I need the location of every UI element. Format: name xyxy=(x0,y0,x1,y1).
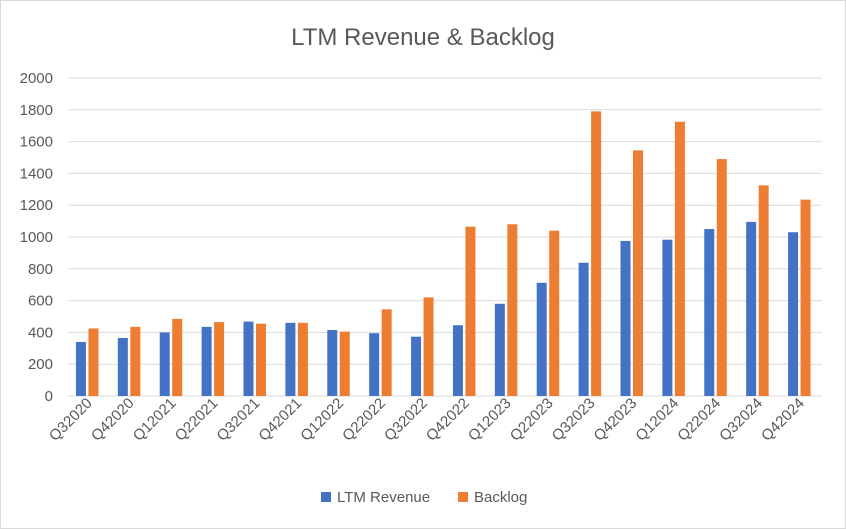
x-tick-label: Q12021 xyxy=(130,395,180,445)
bar-ltm-revenue xyxy=(746,221,757,396)
x-tick-label: Q42023 xyxy=(591,395,641,445)
legend-swatch xyxy=(321,492,331,502)
x-tick-label: Q22021 xyxy=(172,395,222,445)
bar-backlog xyxy=(423,297,434,396)
legend-swatch xyxy=(458,492,468,502)
bar-backlog xyxy=(130,326,141,396)
bar-ltm-revenue xyxy=(327,330,338,396)
bar-backlog xyxy=(297,322,308,396)
bar-backlog xyxy=(214,322,225,396)
bar-backlog xyxy=(339,331,350,396)
x-tick-label: Q32020 xyxy=(46,395,96,445)
grid-lines xyxy=(68,77,822,397)
bar-backlog xyxy=(800,199,811,396)
x-tick-label: Q42024 xyxy=(758,395,808,445)
bar-backlog xyxy=(716,159,727,396)
y-tick-label: 400 xyxy=(28,324,53,341)
bar-backlog xyxy=(256,323,266,396)
bar-backlog xyxy=(88,328,99,396)
bar-ltm-revenue xyxy=(411,336,422,396)
bar-backlog xyxy=(381,309,392,396)
bar-ltm-revenue xyxy=(494,303,505,396)
bar-ltm-revenue xyxy=(285,322,296,396)
bar-backlog xyxy=(674,121,685,396)
x-tick-label: Q32023 xyxy=(549,395,599,445)
bar-ltm-revenue xyxy=(243,321,254,396)
bar-ltm-revenue xyxy=(704,229,715,396)
bar-backlog xyxy=(758,185,769,396)
y-tick-label: 200 xyxy=(28,356,53,373)
bar-ltm-revenue xyxy=(620,240,631,396)
bar-backlog xyxy=(507,224,518,396)
bar-ltm-revenue xyxy=(452,325,463,396)
y-tick-label: 800 xyxy=(28,261,53,278)
bars xyxy=(75,111,811,396)
x-tick-label: Q32022 xyxy=(381,395,431,445)
x-tick-label: Q12024 xyxy=(632,395,682,445)
bar-ltm-revenue xyxy=(536,282,547,396)
bar-ltm-revenue xyxy=(75,341,86,396)
chart-title: LTM Revenue & Backlog xyxy=(291,24,555,51)
x-tick-label: Q12023 xyxy=(465,395,515,445)
x-tick-label: Q32021 xyxy=(214,395,264,445)
y-tick-label: 1600 xyxy=(20,134,53,151)
y-tick-label: 0 xyxy=(45,388,53,405)
bar-backlog xyxy=(465,226,476,396)
y-tick-label: 1800 xyxy=(20,102,53,119)
bar-backlog xyxy=(172,318,183,396)
bar-backlog xyxy=(591,111,602,396)
x-tick-label: Q22022 xyxy=(339,395,389,445)
bar-ltm-revenue xyxy=(159,332,170,396)
x-tick-label: Q22023 xyxy=(507,395,557,445)
x-tick-label: Q42021 xyxy=(255,395,305,445)
bar-ltm-revenue xyxy=(117,337,128,396)
legend-label: LTM Revenue xyxy=(337,489,430,506)
legend-label: Backlog xyxy=(474,489,527,506)
bar-ltm-revenue xyxy=(578,262,589,396)
y-tick-label: 2000 xyxy=(20,70,53,87)
x-tick-label: Q32024 xyxy=(716,395,766,445)
legend: LTM Revenue Backlog xyxy=(321,489,527,506)
x-tick-label: Q42020 xyxy=(88,395,138,445)
x-tick-label: Q42022 xyxy=(423,395,473,445)
bar-ltm-revenue xyxy=(201,326,212,396)
bar-ltm-revenue xyxy=(662,239,673,396)
y-tick-label: 600 xyxy=(28,293,53,310)
x-tick-label: Q12022 xyxy=(297,395,347,445)
y-tick-label: 1200 xyxy=(20,197,53,214)
x-tick-label: Q22024 xyxy=(674,395,724,445)
y-tick-label: 1000 xyxy=(20,229,53,246)
bar-ltm-revenue xyxy=(369,333,380,396)
bar-backlog xyxy=(633,150,643,396)
bar-backlog xyxy=(549,230,560,396)
bar-ltm-revenue xyxy=(788,232,799,396)
y-tick-label: 1400 xyxy=(20,165,53,182)
